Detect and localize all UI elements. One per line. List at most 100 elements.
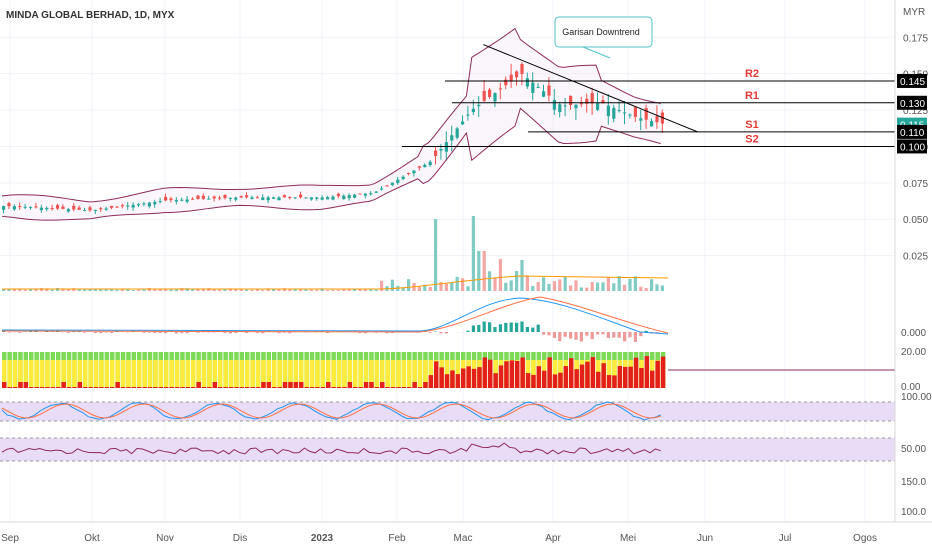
candle-body[interactable] bbox=[137, 204, 141, 206]
candle-body[interactable] bbox=[320, 197, 324, 200]
candle-body[interactable] bbox=[228, 197, 232, 199]
candle-body[interactable] bbox=[34, 206, 38, 208]
candle-body[interactable] bbox=[77, 207, 81, 210]
candle-body[interactable] bbox=[110, 205, 114, 208]
candle-body[interactable] bbox=[461, 121, 465, 125]
candle-body[interactable] bbox=[331, 196, 335, 200]
candle-body[interactable] bbox=[45, 207, 49, 210]
candle-body[interactable] bbox=[142, 203, 146, 205]
candle-body[interactable] bbox=[390, 182, 394, 186]
candle-body[interactable] bbox=[596, 103, 600, 110]
candle-body[interactable] bbox=[83, 210, 87, 212]
candle-body[interactable] bbox=[66, 209, 70, 212]
candle-body[interactable] bbox=[633, 107, 637, 117]
candle-body[interactable] bbox=[525, 78, 529, 87]
candle-body[interactable] bbox=[326, 197, 330, 200]
candle-body[interactable] bbox=[547, 85, 551, 96]
candle-body[interactable] bbox=[423, 164, 427, 168]
candle-body[interactable] bbox=[450, 135, 454, 141]
candle-body[interactable] bbox=[56, 205, 60, 209]
candle-body[interactable] bbox=[628, 114, 632, 116]
candle-body[interactable] bbox=[2, 206, 6, 210]
candle-body[interactable] bbox=[498, 88, 502, 90]
candle-body[interactable] bbox=[655, 116, 659, 123]
candle-body[interactable] bbox=[574, 104, 578, 109]
candle-body[interactable] bbox=[131, 204, 135, 208]
candle-body[interactable] bbox=[412, 170, 416, 174]
candle-body[interactable] bbox=[266, 197, 270, 201]
candle-body[interactable] bbox=[153, 201, 157, 205]
candle-body[interactable] bbox=[612, 107, 616, 119]
candle-body[interactable] bbox=[196, 195, 200, 200]
candle-body[interactable] bbox=[18, 206, 22, 208]
candle-body[interactable] bbox=[466, 114, 470, 116]
candle-body[interactable] bbox=[369, 193, 373, 195]
callout-box[interactable] bbox=[554, 16, 653, 48]
candle-body[interactable] bbox=[99, 208, 103, 210]
candle-body[interactable] bbox=[88, 207, 92, 211]
candle-body[interactable] bbox=[336, 193, 340, 197]
candle-body[interactable] bbox=[234, 197, 238, 200]
candle-body[interactable] bbox=[223, 194, 227, 199]
candle-body[interactable] bbox=[579, 102, 583, 105]
candle-body[interactable] bbox=[601, 100, 605, 104]
downtrend-callout[interactable]: Garisan Downtrend bbox=[554, 16, 653, 59]
candle-body[interactable] bbox=[201, 195, 205, 199]
candle-body[interactable] bbox=[126, 205, 130, 207]
candle-body[interactable] bbox=[342, 195, 346, 200]
candle-body[interactable] bbox=[569, 95, 573, 106]
candle-body[interactable] bbox=[72, 205, 76, 210]
candle-body[interactable] bbox=[207, 198, 211, 200]
candle-body[interactable] bbox=[644, 108, 648, 120]
candle-body[interactable] bbox=[428, 161, 432, 166]
candle-body[interactable] bbox=[488, 89, 492, 97]
candle-body[interactable] bbox=[23, 206, 27, 208]
candle-body[interactable] bbox=[558, 104, 562, 113]
candle-body[interactable] bbox=[218, 197, 222, 199]
candle-body[interactable] bbox=[115, 206, 119, 208]
candle-body[interactable] bbox=[542, 91, 546, 97]
candle-body[interactable] bbox=[261, 197, 265, 200]
candle-body[interactable] bbox=[650, 120, 654, 127]
candle-body[interactable] bbox=[169, 198, 173, 201]
candle-body[interactable] bbox=[304, 197, 308, 199]
candle-body[interactable] bbox=[50, 207, 54, 209]
downtrend-line[interactable] bbox=[483, 44, 698, 133]
candle-body[interactable] bbox=[299, 194, 303, 198]
candle-body[interactable] bbox=[293, 197, 297, 199]
candle-body[interactable] bbox=[639, 118, 643, 121]
candle-body[interactable] bbox=[606, 105, 610, 117]
candle-body[interactable] bbox=[520, 64, 524, 74]
candle-body[interactable] bbox=[401, 176, 405, 179]
candle-body[interactable] bbox=[385, 185, 389, 187]
candle-body[interactable] bbox=[552, 99, 556, 110]
candle-body[interactable] bbox=[282, 195, 286, 198]
candle-body[interactable] bbox=[471, 108, 475, 113]
candle-body[interactable] bbox=[482, 90, 486, 101]
candle-body[interactable] bbox=[585, 98, 589, 104]
candle-body[interactable] bbox=[531, 82, 535, 93]
candle-body[interactable] bbox=[29, 207, 33, 209]
candle-body[interactable] bbox=[104, 208, 108, 210]
candle-body[interactable] bbox=[239, 195, 243, 198]
candle-body[interactable] bbox=[212, 196, 216, 199]
candle-body[interactable] bbox=[353, 194, 357, 198]
candle-body[interactable] bbox=[61, 206, 65, 209]
candle-body[interactable] bbox=[617, 110, 621, 112]
candle-body[interactable] bbox=[277, 197, 281, 201]
candle-body[interactable] bbox=[363, 193, 367, 196]
candle-body[interactable] bbox=[180, 199, 184, 201]
candle-body[interactable] bbox=[250, 197, 254, 199]
candle-body[interactable] bbox=[347, 195, 351, 199]
candle-body[interactable] bbox=[164, 196, 168, 201]
candle-body[interactable] bbox=[509, 74, 513, 82]
candle-body[interactable] bbox=[12, 206, 16, 210]
candle-body[interactable] bbox=[536, 86, 540, 88]
candle-body[interactable] bbox=[245, 195, 249, 198]
candle-body[interactable] bbox=[439, 149, 443, 151]
candle-body[interactable] bbox=[515, 71, 519, 78]
candle-body[interactable] bbox=[191, 198, 195, 200]
candle-body[interactable] bbox=[563, 105, 567, 107]
candle-body[interactable] bbox=[158, 201, 162, 203]
